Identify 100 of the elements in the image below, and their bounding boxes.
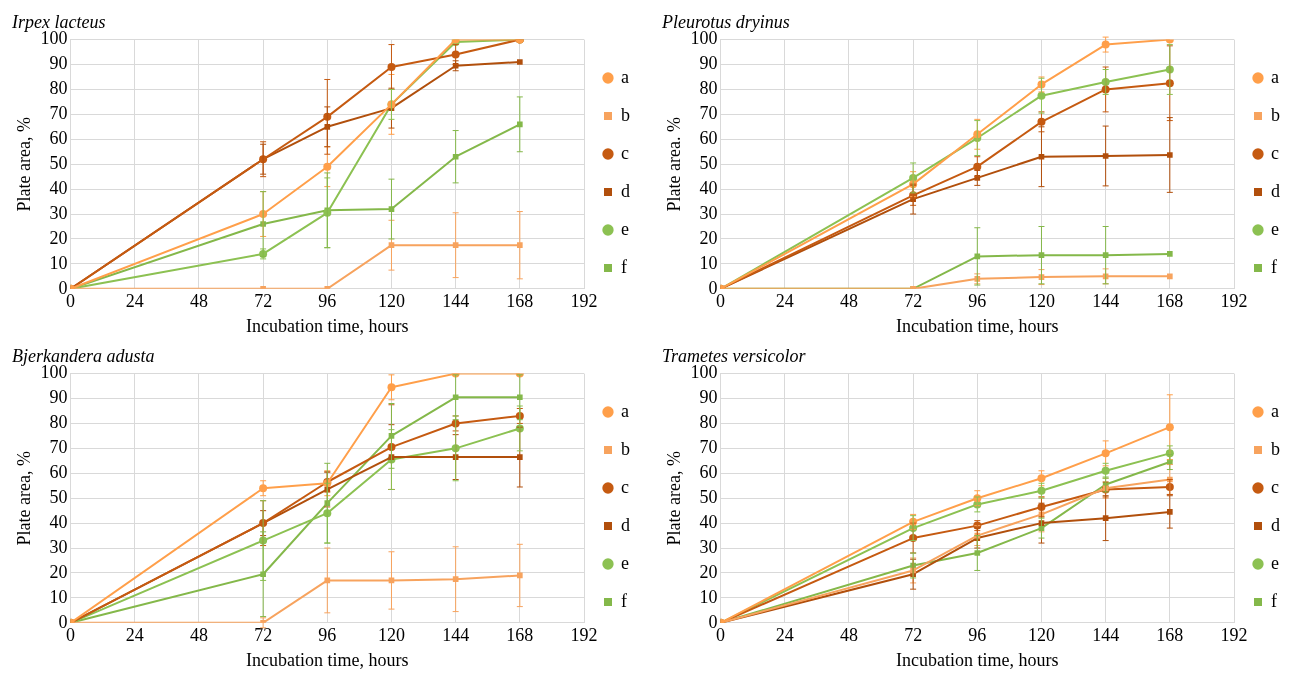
x-tick-label: 192 xyxy=(1220,291,1248,312)
y-tick-label: 20 xyxy=(699,561,718,582)
y-tick-label: 70 xyxy=(49,103,68,124)
y-tick-label: 60 xyxy=(699,128,718,149)
x-tick-label: 192 xyxy=(570,625,598,646)
legend-label: f xyxy=(621,590,627,611)
x-tick-label: 120 xyxy=(1027,625,1055,646)
x-tick-label: 120 xyxy=(1027,291,1055,312)
y-tick-label: 10 xyxy=(699,252,718,273)
y-tick-label: 70 xyxy=(699,103,718,124)
y-tick-label: 30 xyxy=(49,536,68,557)
x-tick-label: 96 xyxy=(968,625,987,646)
y-tick-label: 90 xyxy=(699,53,718,74)
y-tick-label: 0 xyxy=(708,277,718,298)
x-tick-label: 24 xyxy=(125,291,144,312)
x-tick-label: 96 xyxy=(318,291,337,312)
y-tick-label: 0 xyxy=(58,611,68,632)
y-tick-label: 80 xyxy=(699,78,718,99)
y-tick-label: 20 xyxy=(49,561,68,582)
y-tick-label: 50 xyxy=(49,486,68,507)
x-tick-label: 48 xyxy=(839,625,858,646)
y-axis-title: Plate area, % xyxy=(13,116,34,212)
x-tick-label: 72 xyxy=(254,291,273,312)
legend-label: b xyxy=(1271,438,1280,459)
legend-label: b xyxy=(621,438,630,459)
x-tick-label: 24 xyxy=(125,625,144,646)
x-axis-title: Incubation time, hours xyxy=(896,315,1059,336)
legend-label: c xyxy=(621,142,629,163)
legend-label: c xyxy=(1271,476,1279,497)
y-tick-label: 60 xyxy=(699,462,718,483)
legend-label: d xyxy=(1271,180,1280,201)
x-tick-label: 192 xyxy=(570,291,598,312)
y-tick-label: 40 xyxy=(699,177,718,198)
legend-label: e xyxy=(1271,218,1279,239)
x-tick-label: 72 xyxy=(254,625,273,646)
x-axis-title: Incubation time, hours xyxy=(896,649,1059,670)
legend-label: f xyxy=(1271,590,1277,611)
legend-label: b xyxy=(621,104,630,125)
y-tick-label: 20 xyxy=(49,227,68,248)
x-tick-label: 120 xyxy=(377,291,405,312)
x-tick-label: 24 xyxy=(775,625,794,646)
x-tick-label: 144 xyxy=(442,625,470,646)
y-tick-label: 60 xyxy=(49,128,68,149)
y-tick-label: 30 xyxy=(49,202,68,223)
y-tick-label: 90 xyxy=(49,53,68,74)
x-tick-label: 48 xyxy=(839,291,858,312)
legend-label: f xyxy=(1271,256,1277,277)
legend-label: d xyxy=(1271,514,1280,535)
x-axis-title: Incubation time, hours xyxy=(246,649,409,670)
y-tick-label: 40 xyxy=(699,511,718,532)
legend-label: e xyxy=(621,552,629,573)
x-tick-label: 120 xyxy=(377,625,405,646)
y-axis-title: Plate area. % xyxy=(663,116,684,212)
y-tick-label: 70 xyxy=(699,437,718,458)
legend-label: c xyxy=(621,476,629,497)
legend-label: a xyxy=(621,66,629,87)
y-tick-label: 10 xyxy=(699,586,718,607)
legend-label: e xyxy=(1271,552,1279,573)
legend-label: a xyxy=(621,400,629,421)
y-tick-label: 60 xyxy=(49,462,68,483)
x-tick-label: 72 xyxy=(904,625,923,646)
x-tick-label: 144 xyxy=(1092,291,1120,312)
y-tick-label: 0 xyxy=(708,611,718,632)
y-tick-label: 40 xyxy=(49,511,68,532)
legend-label: e xyxy=(621,218,629,239)
y-tick-label: 30 xyxy=(699,536,718,557)
x-tick-label: 192 xyxy=(1220,625,1248,646)
x-tick-label: 96 xyxy=(318,625,337,646)
x-tick-label: 144 xyxy=(442,291,470,312)
x-tick-label: 168 xyxy=(506,291,534,312)
y-tick-label: 90 xyxy=(49,387,68,408)
legend-label: d xyxy=(621,180,630,201)
x-tick-label: 72 xyxy=(904,291,923,312)
y-axis-title: Plate area, % xyxy=(663,450,684,546)
x-tick-label: 168 xyxy=(1156,625,1184,646)
x-tick-label: 168 xyxy=(1156,291,1184,312)
x-tick-label: 168 xyxy=(506,625,534,646)
y-tick-label: 10 xyxy=(49,586,68,607)
x-tick-label: 48 xyxy=(189,625,208,646)
y-axis-title: Plate area, % xyxy=(13,450,34,546)
x-tick-label: 144 xyxy=(1092,625,1120,646)
y-tick-label: 50 xyxy=(699,152,718,173)
legend-label: b xyxy=(1271,104,1280,125)
y-tick-label: 90 xyxy=(699,387,718,408)
y-tick-label: 50 xyxy=(699,486,718,507)
y-tick-label: 0 xyxy=(58,277,68,298)
legend-label: a xyxy=(1271,66,1279,87)
x-axis-title: Incubation time, hours xyxy=(246,315,409,336)
legend-label: f xyxy=(621,256,627,277)
x-tick-label: 96 xyxy=(968,291,987,312)
y-tick-label: 80 xyxy=(699,412,718,433)
y-tick-label: 80 xyxy=(49,412,68,433)
legend-label: a xyxy=(1271,400,1279,421)
legend-label: c xyxy=(1271,142,1279,163)
y-tick-label: 10 xyxy=(49,252,68,273)
y-tick-label: 70 xyxy=(49,437,68,458)
x-tick-label: 48 xyxy=(189,291,208,312)
legend-label: d xyxy=(621,514,630,535)
y-tick-label: 80 xyxy=(49,78,68,99)
y-tick-label: 30 xyxy=(699,202,718,223)
